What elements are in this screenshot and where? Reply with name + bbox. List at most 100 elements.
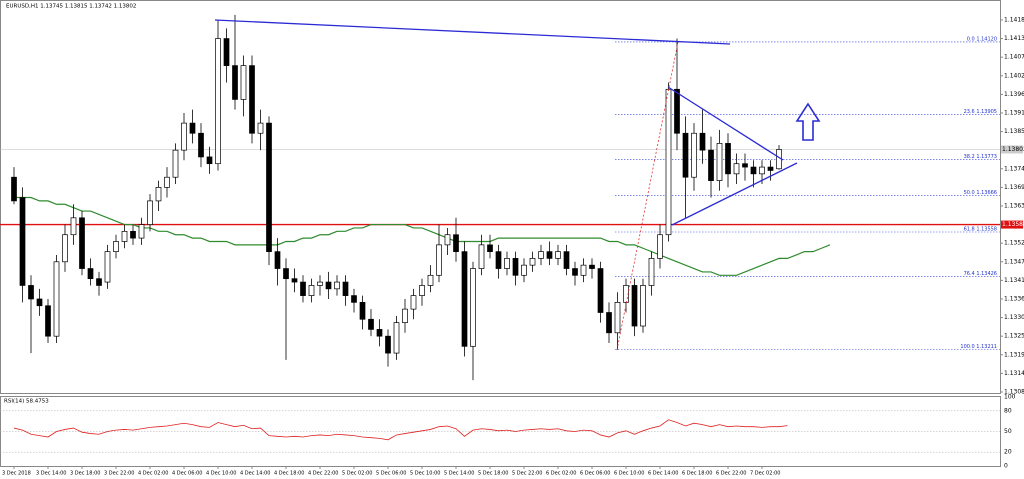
- candle-body: [572, 268, 578, 276]
- x-tick-label: 3 Dec 18:00: [70, 471, 100, 477]
- candle-body: [45, 305, 51, 337]
- rsi-label: RSI(14) 58.4753: [4, 399, 49, 405]
- x-tick-label: 6 Dec 02:00: [546, 471, 576, 477]
- candle-body: [580, 264, 587, 276]
- y-tick-label: 1.14130: [1004, 35, 1024, 42]
- y-tick-label: 1.13910: [1004, 109, 1024, 116]
- candle-body: [215, 38, 221, 165]
- candle-body: [665, 88, 672, 236]
- candle-body: [70, 217, 77, 236]
- current-price-label: 1.13802: [1002, 146, 1024, 153]
- candle-body: [198, 132, 204, 158]
- candle-body: [113, 241, 119, 252]
- x-tick-label: 6 Dec 10:00: [614, 471, 644, 477]
- fib-label: 0.0 1.14120: [967, 36, 997, 42]
- rsi-tick-label: 0: [1004, 463, 1008, 470]
- triangle-upper: [667, 86, 784, 161]
- candle-body: [708, 149, 714, 181]
- rsi-line: [13, 419, 788, 441]
- x-tick-label: 4 Dec 10:00: [206, 471, 236, 477]
- x-tick-label: 3 Dec 2018: [2, 471, 31, 477]
- x-tick-label: 5 Dec 06:00: [376, 471, 406, 477]
- candle-body: [223, 38, 230, 66]
- chart-title: EURUSD,H1 1.13745 1.13815 1.13742 1.1380…: [6, 4, 136, 10]
- candle-body: [444, 234, 451, 246]
- candle-body: [62, 234, 68, 263]
- candle-body: [716, 143, 723, 181]
- fib-label: 76.4 1.13426: [964, 271, 997, 277]
- candle-body: [436, 244, 442, 276]
- x-tick-label: 7 Dec 02:00: [750, 471, 780, 477]
- fib-label: 50.0 1.13666: [964, 190, 997, 196]
- x-tick-label: 4 Dec 06:00: [172, 471, 202, 477]
- candle-body: [750, 166, 757, 175]
- candle-body: [427, 274, 434, 286]
- candle-body: [504, 258, 510, 269]
- y-tick-label: 1.14020: [1004, 72, 1024, 79]
- x-tick-label: 5 Dec 18:00: [478, 471, 508, 477]
- up-arrow: [795, 102, 821, 141]
- candle-body: [87, 268, 94, 280]
- y-tick-label: 1.13140: [1004, 370, 1024, 377]
- candle-body: [300, 281, 306, 296]
- candle-body: [342, 281, 349, 296]
- y-tick-label: 1.13855: [1004, 128, 1024, 135]
- candle-body: [546, 251, 553, 259]
- candle-body: [206, 156, 213, 165]
- support-label: 1.13580: [1002, 221, 1024, 228]
- candle-body: [11, 176, 17, 202]
- y-tick-label: 1.13360: [1004, 295, 1024, 302]
- candle-body: [419, 285, 425, 296]
- current-price-box: [1001, 145, 1023, 154]
- candle-body: [317, 281, 323, 286]
- candle-body: [266, 122, 272, 252]
- x-tick-label: 5 Dec 22:00: [512, 471, 542, 477]
- x-tick-label: 4 Dec 18:00: [274, 471, 304, 477]
- candle-body: [164, 176, 170, 188]
- y-tick-label: 1.13470: [1004, 258, 1024, 265]
- x-tick-label: 6 Dec 18:00: [682, 471, 712, 477]
- x-tick-label: 5 Dec 10:00: [410, 471, 440, 477]
- candle-body: [767, 166, 774, 171]
- candle-body: [699, 132, 706, 151]
- candle-body: [691, 132, 697, 178]
- candle-body: [640, 285, 646, 327]
- candle-body: [529, 258, 536, 266]
- y-tick-label: 1.13305: [1004, 314, 1024, 321]
- candle-body: [725, 143, 731, 175]
- candle-body: [393, 322, 400, 354]
- y-tick-label: 1.13415: [1004, 277, 1024, 284]
- y-tick-label: 1.13635: [1004, 202, 1024, 209]
- x-tick-label: 4 Dec 14:00: [240, 471, 270, 477]
- candle-body: [478, 244, 485, 269]
- trendline: [214, 19, 731, 45]
- candle-body: [283, 268, 289, 280]
- fib-label: 61.8 1.13558: [964, 227, 997, 233]
- y-tick-label: 1.13085: [1004, 388, 1024, 395]
- candle-body: [240, 65, 247, 100]
- candle-body: [308, 285, 315, 296]
- candle-body: [96, 278, 102, 286]
- candle-body: [189, 122, 196, 134]
- candle-body: [155, 187, 162, 202]
- fib-label: 38.2 1.13773: [964, 154, 997, 160]
- x-tick-label: 5 Dec 14:00: [444, 471, 474, 477]
- candle-body: [648, 258, 655, 286]
- candle-body: [138, 224, 145, 239]
- rsi-panel: [0, 396, 1001, 467]
- candle-body: [181, 122, 187, 151]
- fib-label: 100.0 1.13211: [960, 344, 997, 350]
- candle-body: [351, 295, 357, 303]
- x-tick-label: 6 Dec 22:00: [716, 471, 746, 477]
- candle-body: [674, 88, 680, 134]
- candle-body: [104, 251, 111, 283]
- candle-body: [563, 251, 570, 269]
- candle-body: [53, 261, 60, 337]
- rsi-tick-label: 50: [1004, 428, 1012, 435]
- candle-body: [597, 268, 604, 313]
- candle-body: [470, 268, 476, 347]
- candle-body: [130, 230, 136, 239]
- candle-body: [682, 132, 689, 178]
- y-tick-label: 1.13195: [1004, 351, 1024, 358]
